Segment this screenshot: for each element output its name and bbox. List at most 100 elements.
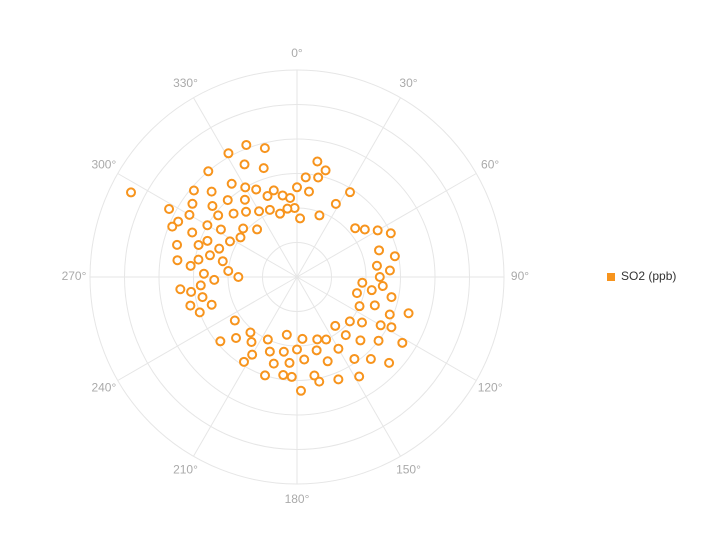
data-point <box>188 185 199 196</box>
data-point <box>223 148 234 159</box>
angle-tick-label: 60° <box>481 158 499 172</box>
data-point <box>304 186 315 197</box>
data-point <box>238 356 249 367</box>
angle-tick-label: 90° <box>511 269 529 283</box>
data-point <box>195 280 206 291</box>
data-point <box>262 190 273 201</box>
data-point <box>241 206 252 217</box>
data-point <box>260 370 271 381</box>
data-point <box>330 198 341 209</box>
data-point <box>239 194 250 205</box>
data-point <box>206 299 217 310</box>
data-point <box>374 272 385 282</box>
data-point <box>356 317 367 328</box>
data-point <box>193 254 204 265</box>
data-point <box>355 335 366 346</box>
data-point <box>228 208 239 219</box>
data-point <box>295 213 306 224</box>
data-point <box>246 336 257 347</box>
data-point <box>311 345 322 356</box>
data-point <box>207 201 218 212</box>
angular-grid-line <box>296 276 401 457</box>
data-point <box>284 357 295 368</box>
angular-grid-line <box>296 173 477 278</box>
data-point <box>351 288 362 299</box>
angle-tick-label: 270° <box>62 269 87 283</box>
data-point <box>231 332 242 343</box>
data-point <box>268 185 279 196</box>
data-point <box>300 172 311 183</box>
data-point <box>268 358 279 369</box>
data-point <box>185 300 196 311</box>
data-point <box>229 315 240 326</box>
data-point <box>258 163 269 174</box>
data-point <box>264 204 275 215</box>
legend-label: SO2 (ppb) <box>621 269 676 283</box>
data-point <box>389 251 400 262</box>
data-point <box>371 260 382 271</box>
data-point <box>233 272 244 282</box>
data-point <box>241 139 252 150</box>
data-point <box>384 309 395 320</box>
data-point <box>278 370 289 381</box>
data-point <box>366 285 377 296</box>
data-point <box>354 371 365 382</box>
data-point <box>226 178 237 189</box>
data-point <box>354 301 365 312</box>
data-point <box>349 353 360 364</box>
data-point <box>175 284 186 295</box>
data-point <box>235 232 246 243</box>
data-point <box>275 208 286 219</box>
data-point <box>340 330 351 341</box>
data-point <box>213 210 224 221</box>
data-point <box>203 166 214 177</box>
data-point <box>384 357 395 368</box>
data-point <box>369 300 380 311</box>
data-point <box>197 292 208 303</box>
angular-grid-line <box>296 276 477 381</box>
angle-tick-label: 120° <box>478 381 503 395</box>
data-point <box>186 286 197 297</box>
data-point <box>247 349 258 360</box>
data-point <box>397 337 408 348</box>
angle-tick-label: 210° <box>173 462 198 476</box>
data-point <box>322 356 333 367</box>
data-point <box>385 228 396 239</box>
data-point <box>259 143 270 154</box>
data-point <box>278 346 289 357</box>
data-point <box>345 187 356 198</box>
data-point <box>187 198 198 209</box>
data-point <box>126 187 137 198</box>
data-point <box>262 334 273 345</box>
data-point <box>281 329 292 340</box>
data-point <box>344 316 355 327</box>
data-point <box>202 220 213 231</box>
data-point <box>224 236 235 247</box>
data-point <box>184 209 195 220</box>
angular-grid-line <box>117 276 298 381</box>
data-point <box>187 227 198 238</box>
angle-tick-label: 150° <box>396 462 421 476</box>
data-point <box>252 224 263 235</box>
data-point <box>357 277 368 288</box>
data-point <box>374 245 385 256</box>
data-point <box>386 322 397 333</box>
data-point <box>384 265 395 276</box>
data-point <box>314 210 325 221</box>
data-point <box>297 333 308 344</box>
data-point <box>217 256 228 267</box>
data-point <box>377 281 388 292</box>
data-point <box>372 225 383 236</box>
data-point <box>254 206 265 217</box>
data-point <box>222 195 233 206</box>
data-point <box>198 268 209 279</box>
data-point <box>214 243 225 254</box>
data-point <box>285 192 296 203</box>
angle-tick-label: 180° <box>285 492 310 506</box>
data-point <box>330 320 341 331</box>
data-point <box>299 354 310 365</box>
data-point <box>292 182 302 193</box>
data-point <box>373 335 384 346</box>
data-point <box>320 165 331 176</box>
